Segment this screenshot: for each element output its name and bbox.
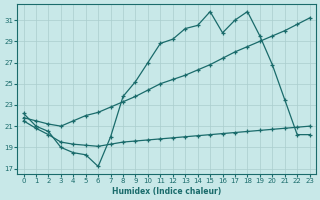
X-axis label: Humidex (Indice chaleur): Humidex (Indice chaleur) — [112, 187, 221, 196]
